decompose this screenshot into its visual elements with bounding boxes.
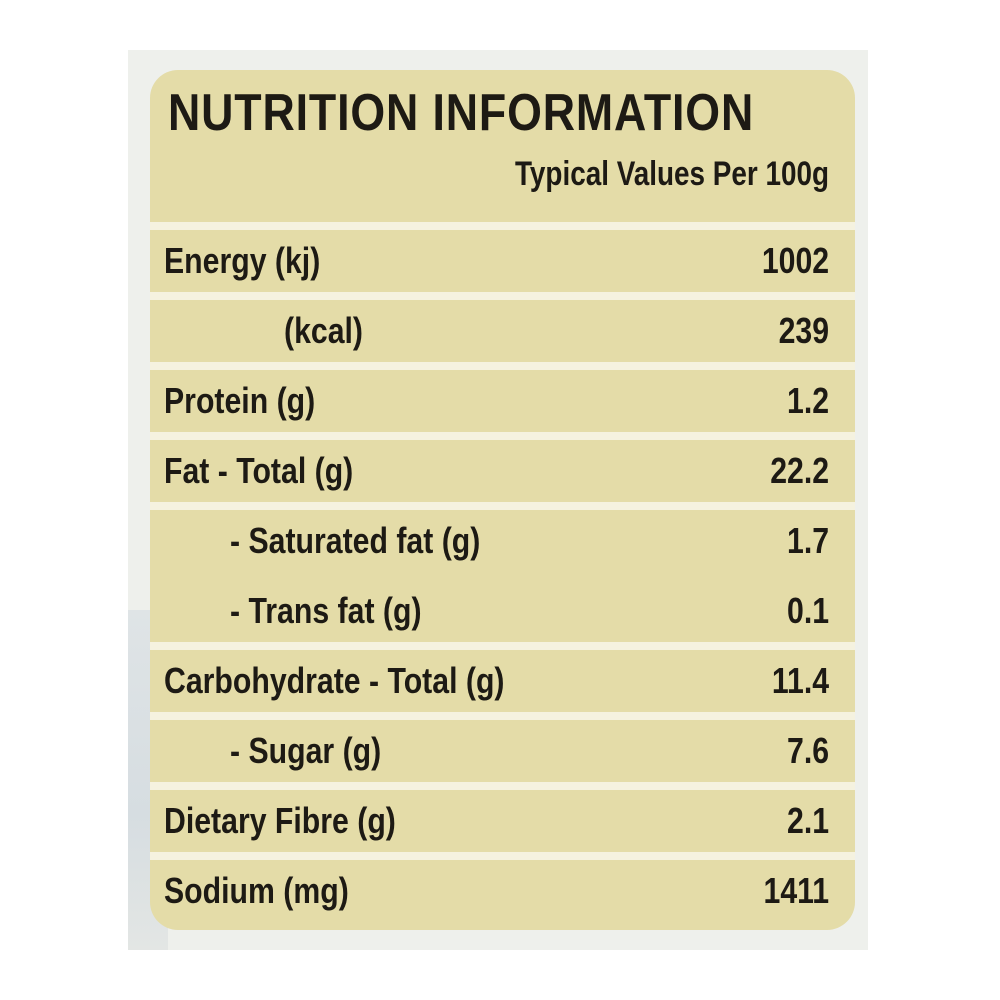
- row-sugar: - Sugar (g) 7.6: [150, 712, 855, 782]
- nutrient-label: - Trans fat (g): [230, 590, 422, 631]
- nutrient-value: 0.1: [786, 590, 829, 631]
- nutrient-value: 239: [778, 310, 829, 351]
- nutrient-label: Protein (g): [164, 380, 316, 421]
- nutrient-label: Fat - Total (g): [164, 450, 354, 491]
- nutrition-panel: NUTRITION INFORMATION Typical Values Per…: [150, 70, 855, 930]
- nutrient-value: 1002: [761, 240, 829, 281]
- nutrient-value: 2.1: [786, 800, 829, 841]
- nutrient-label: (kcal): [284, 310, 363, 351]
- row-sodium: Sodium (mg) 1411: [150, 852, 855, 922]
- row-saturated-fat: - Saturated fat (g) 1.7: [150, 502, 855, 572]
- nutrition-table: Energy (kj) 1002 (kcal) 239 Protein (g) …: [150, 222, 855, 922]
- row-carbohydrate-total: Carbohydrate - Total (g) 11.4: [150, 642, 855, 712]
- row-fat-total: Fat - Total (g) 22.2: [150, 432, 855, 502]
- row-protein: Protein (g) 1.2: [150, 362, 855, 432]
- row-energy-kcal: (kcal) 239: [150, 292, 855, 362]
- panel-title: NUTRITION INFORMATION: [168, 84, 755, 142]
- nutrient-label: - Sugar (g): [230, 730, 382, 771]
- nutrient-value: 7.6: [786, 730, 829, 771]
- nutrient-value: 11.4: [771, 660, 829, 701]
- row-energy-kj: Energy (kj) 1002: [150, 222, 855, 292]
- nutrient-value: 22.2: [770, 450, 829, 491]
- nutrient-value: 1.7: [786, 520, 829, 561]
- nutrient-label: - Saturated fat (g): [230, 520, 481, 561]
- nutrient-label: Sodium (mg): [164, 870, 349, 911]
- nutrient-value: 1.2: [786, 380, 829, 421]
- row-trans-fat: - Trans fat (g) 0.1: [150, 572, 855, 642]
- nutrient-label: Energy (kj): [164, 240, 321, 281]
- nutrient-label: Dietary Fibre (g): [164, 800, 396, 841]
- panel-subtitle: Typical Values Per 100g: [514, 155, 829, 193]
- row-dietary-fibre: Dietary Fibre (g) 2.1: [150, 782, 855, 852]
- nutrient-label: Carbohydrate - Total (g): [164, 660, 505, 701]
- nutrient-value: 1411: [763, 870, 829, 911]
